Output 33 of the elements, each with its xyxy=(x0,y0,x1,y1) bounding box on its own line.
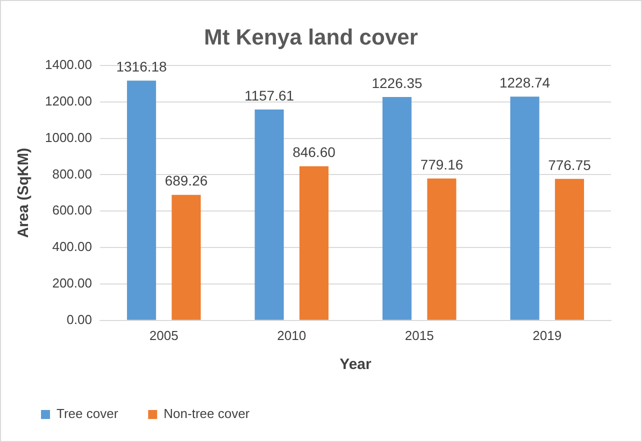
data-label: 779.16 xyxy=(420,156,464,172)
data-label: 776.75 xyxy=(548,156,592,173)
y-tick-label: 0.00 xyxy=(66,312,92,327)
y-tick-label: 1200.00 xyxy=(44,93,92,108)
x-axis-title: Year xyxy=(340,356,372,374)
y-tick-label: 800.00 xyxy=(52,166,92,182)
x-tick-label: 2015 xyxy=(404,328,434,343)
chart-title: Mt Kenya land cover xyxy=(204,24,418,50)
data-label: 1226.35 xyxy=(372,74,423,91)
x-tick-label: 2005 xyxy=(149,328,178,343)
y-tick-label: 1400.00 xyxy=(44,56,92,72)
data-label: 846.60 xyxy=(292,144,336,160)
y-tick-label: 400.00 xyxy=(52,239,92,254)
bar xyxy=(382,97,412,320)
y-tick-label: 1000.00 xyxy=(44,130,92,145)
y-tick-label: 600.00 xyxy=(52,202,92,218)
legend-label: Tree cover xyxy=(56,406,119,422)
bar xyxy=(299,166,329,320)
bar xyxy=(126,80,156,320)
y-tick-label: 200.00 xyxy=(52,276,92,291)
legend-label: Non-tree cover xyxy=(164,406,250,422)
y-axis-title: Area (SqKM) xyxy=(15,148,32,238)
bar xyxy=(510,96,540,320)
x-tick-label: 2010 xyxy=(277,328,306,343)
data-label: 1157.61 xyxy=(244,87,294,104)
x-tick-label: 2019 xyxy=(532,328,562,343)
bar xyxy=(554,178,584,320)
bar xyxy=(427,178,456,320)
data-label: 1228.74 xyxy=(499,74,550,90)
data-label: 689.26 xyxy=(164,172,208,189)
bar xyxy=(254,110,284,320)
data-label: 1316.18 xyxy=(116,58,168,75)
bar xyxy=(172,194,201,320)
